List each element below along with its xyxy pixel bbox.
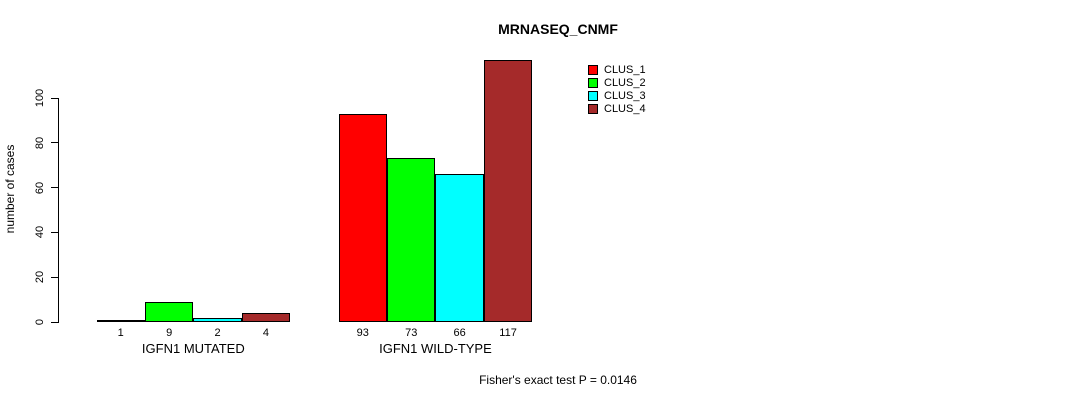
x-axis-group-label: IGFN1 MUTATED: [141, 341, 245, 356]
y-axis-tick-label: 100: [34, 88, 46, 108]
y-axis-tick-label: 80: [34, 136, 46, 149]
legend-swatch-clus-3: [588, 90, 598, 101]
y-axis-line: [58, 98, 59, 323]
legend-swatch-clus-2: [588, 77, 598, 88]
y-axis-tick-label: 60: [34, 181, 46, 194]
y-axis-tick-label: 20: [34, 271, 46, 284]
y-axis-tick: [51, 276, 58, 278]
y-axis-tick: [51, 97, 58, 99]
y-axis-title: number of cases: [3, 144, 17, 234]
chart-title: MRNASEQ_CNMF: [498, 21, 618, 37]
y-axis-tick-label: 40: [34, 226, 46, 239]
bar-value-label: 2: [214, 327, 221, 339]
legend-swatch-clus-4: [588, 103, 598, 114]
legend-label: CLUS_1: [604, 63, 646, 76]
bar-value-label: 4: [262, 327, 270, 339]
bar-value-label: 66: [453, 327, 466, 339]
bar-value-label: 9: [166, 327, 173, 339]
bar-clus-2-igfn1-mutated: [144, 301, 194, 322]
bar-value-label: 1: [117, 327, 124, 339]
y-axis-tick-label: 0: [34, 318, 46, 326]
bar-value-label: 117: [499, 327, 517, 339]
legend-label: CLUS_4: [604, 102, 646, 115]
legend-item-clus-2: CLUS_2: [588, 76, 646, 89]
bar-clus-2-igfn1-wild-type: [387, 158, 436, 322]
y-axis-tick: [51, 321, 58, 323]
y-axis-tick: [51, 187, 58, 189]
annotation-fisher-test: Fisher's exact test P = 0.0146: [479, 373, 637, 387]
bar-value-label: 93: [356, 327, 369, 339]
y-axis-tick: [51, 231, 58, 233]
legend-item-clus-3: CLUS_3: [588, 89, 646, 102]
x-axis-group-label: IGFN1 WILD-TYPE: [379, 341, 492, 356]
legend: CLUS_1 CLUS_2 CLUS_3 CLUS_4: [588, 63, 646, 115]
bar-clus-3-igfn1-mutated: [193, 317, 242, 322]
bar-clus-4-igfn1-wild-type: [483, 59, 533, 322]
bar-clus-1-igfn1-mutated: [96, 319, 145, 322]
bar-value-label: 73: [405, 327, 418, 339]
legend-item-clus-4: CLUS_4: [588, 102, 646, 115]
legend-label: CLUS_2: [604, 76, 646, 89]
y-axis-tick: [51, 142, 58, 144]
legend-label: CLUS_3: [604, 89, 646, 102]
legend-item-clus-1: CLUS_1: [588, 63, 646, 76]
legend-swatch-clus-1: [588, 64, 598, 75]
bar-clus-4-igfn1-mutated: [241, 313, 291, 322]
bar-clus-1-igfn1-wild-type: [338, 113, 387, 322]
bar-clus-3-igfn1-wild-type: [435, 174, 484, 322]
